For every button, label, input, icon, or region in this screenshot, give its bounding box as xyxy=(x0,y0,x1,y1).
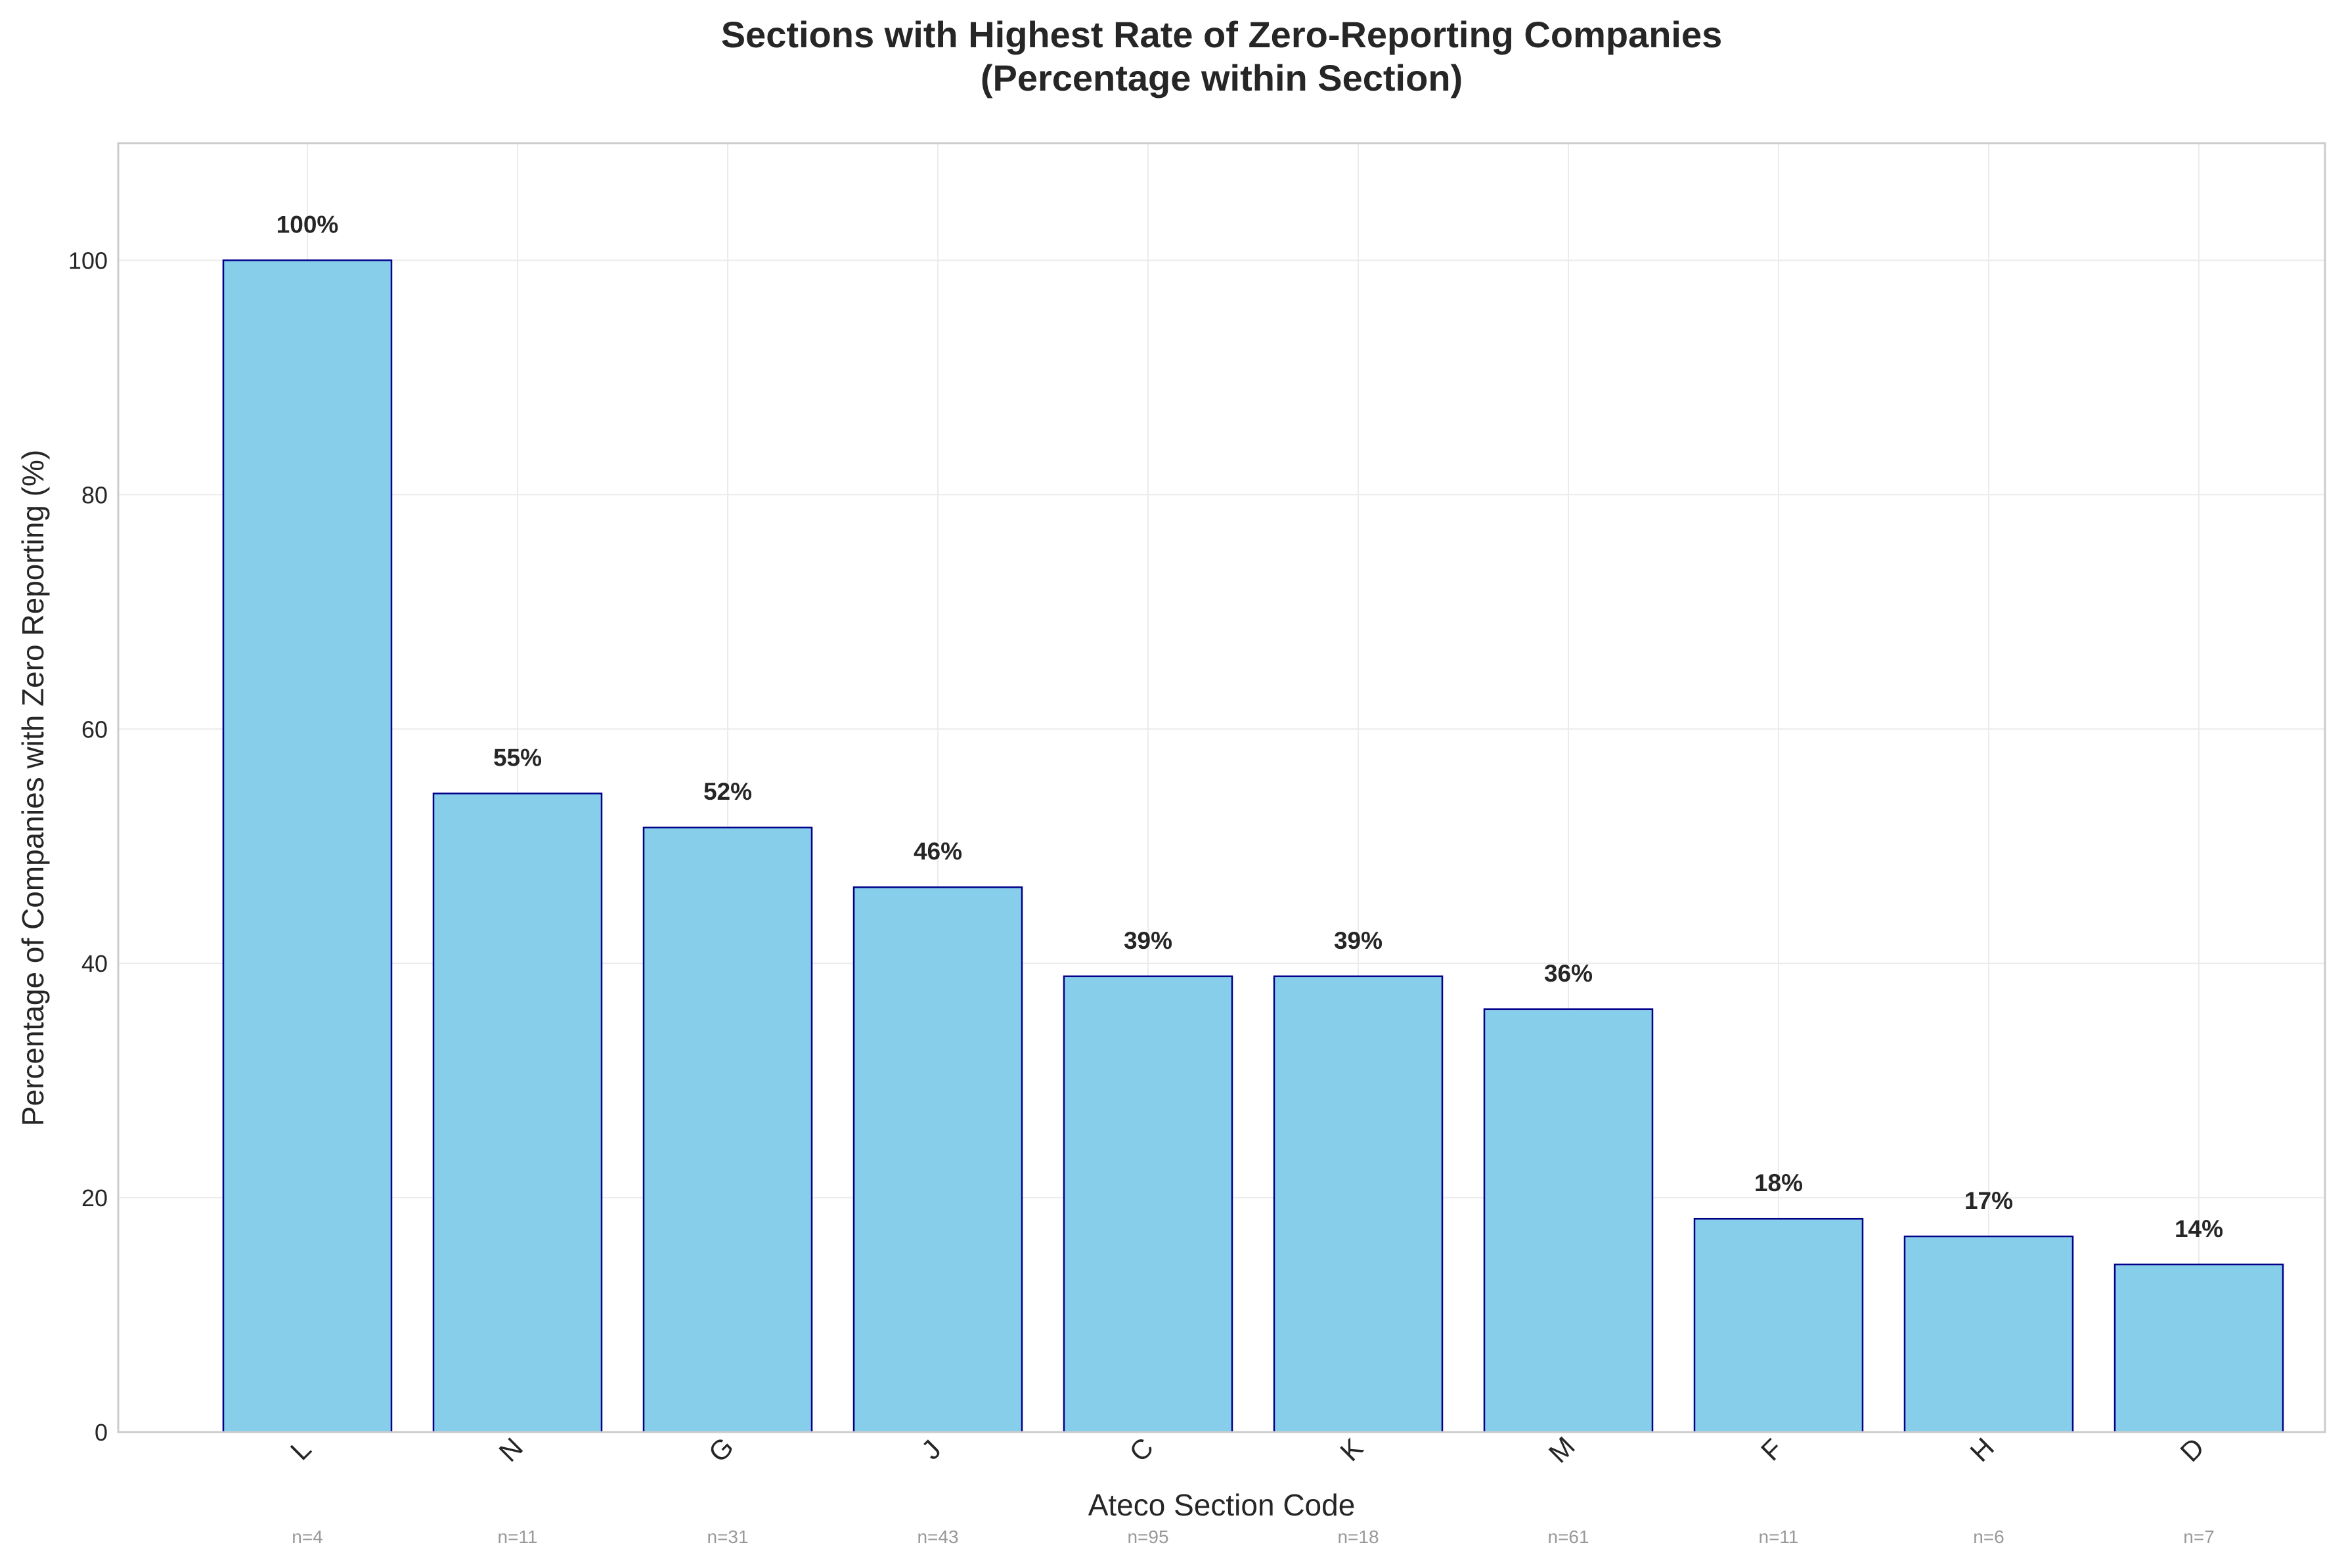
plot-frame xyxy=(117,142,2326,1433)
value-label: 14% xyxy=(2175,1215,2223,1242)
value-label: 55% xyxy=(493,744,542,771)
y-tick-label: 100 xyxy=(68,247,108,274)
bar-G xyxy=(642,826,813,1433)
sample-size-label: n=6 xyxy=(1973,1527,2004,1547)
sample-size-label: n=18 xyxy=(1337,1527,1379,1547)
y-tick-label: 20 xyxy=(81,1185,108,1211)
data-labels: 100% n=4 55% n=11 52% n=31 46% n=43 39% n=95 39% n=… xyxy=(277,211,2223,1547)
sample-size-label: n=95 xyxy=(1127,1527,1168,1547)
value-label: 39% xyxy=(1124,927,1172,954)
value-label: 39% xyxy=(1334,927,1383,954)
chart-title: Sections with Highest Rate of Zero-Repor… xyxy=(721,14,1723,55)
sample-size-label: n=43 xyxy=(917,1527,958,1547)
sample-size-label: n=31 xyxy=(707,1527,748,1547)
bar-M xyxy=(1483,1008,1654,1433)
bar-N xyxy=(432,793,603,1433)
y-tick-label: 60 xyxy=(81,716,108,743)
x-tick-label: M xyxy=(1543,1431,1581,1469)
bars xyxy=(222,259,2284,1433)
x-tick-label: F xyxy=(1755,1433,1788,1466)
x-tick-label: G xyxy=(703,1431,740,1468)
y-tick-label: 40 xyxy=(81,950,108,977)
bar-D xyxy=(2114,1263,2284,1433)
y-axis-label: Percentage of Companies with Zero Report… xyxy=(16,450,50,1126)
sample-size-label: n=11 xyxy=(1759,1527,1799,1547)
y-tick-label: 0 xyxy=(95,1419,108,1446)
x-tick-label: D xyxy=(2174,1431,2210,1468)
x-tick-label: N xyxy=(493,1431,529,1468)
x-tick-label: K xyxy=(1334,1432,1369,1467)
y-tick-label: 80 xyxy=(81,481,108,508)
value-label: 18% xyxy=(1754,1169,1803,1196)
value-label: 100% xyxy=(277,211,339,238)
x-axis-label: Ateco Section Code xyxy=(1088,1488,1356,1522)
bar-J xyxy=(852,886,1023,1433)
bar-L xyxy=(222,259,393,1433)
value-label: 17% xyxy=(1964,1187,2013,1214)
bar-F xyxy=(1693,1217,1864,1433)
chart-subtitle: (Percentage within Section) xyxy=(981,57,1463,98)
value-label: 36% xyxy=(1544,960,1593,987)
value-label: 52% xyxy=(703,778,752,805)
x-tick-label: J xyxy=(916,1434,947,1466)
sample-size-label: n=11 xyxy=(498,1527,538,1547)
value-label: 46% xyxy=(914,838,962,865)
x-tick-label: L xyxy=(284,1433,317,1466)
x-tick-label: H xyxy=(1964,1431,2000,1468)
x-tick-label: C xyxy=(1123,1431,1159,1468)
bar-H xyxy=(1903,1235,2074,1433)
bar-K xyxy=(1273,975,1444,1433)
sample-size-label: n=4 xyxy=(292,1527,323,1547)
sample-size-label: n=61 xyxy=(1547,1527,1589,1547)
bar-C xyxy=(1063,975,1233,1433)
sample-size-label: n=7 xyxy=(2183,1527,2215,1547)
